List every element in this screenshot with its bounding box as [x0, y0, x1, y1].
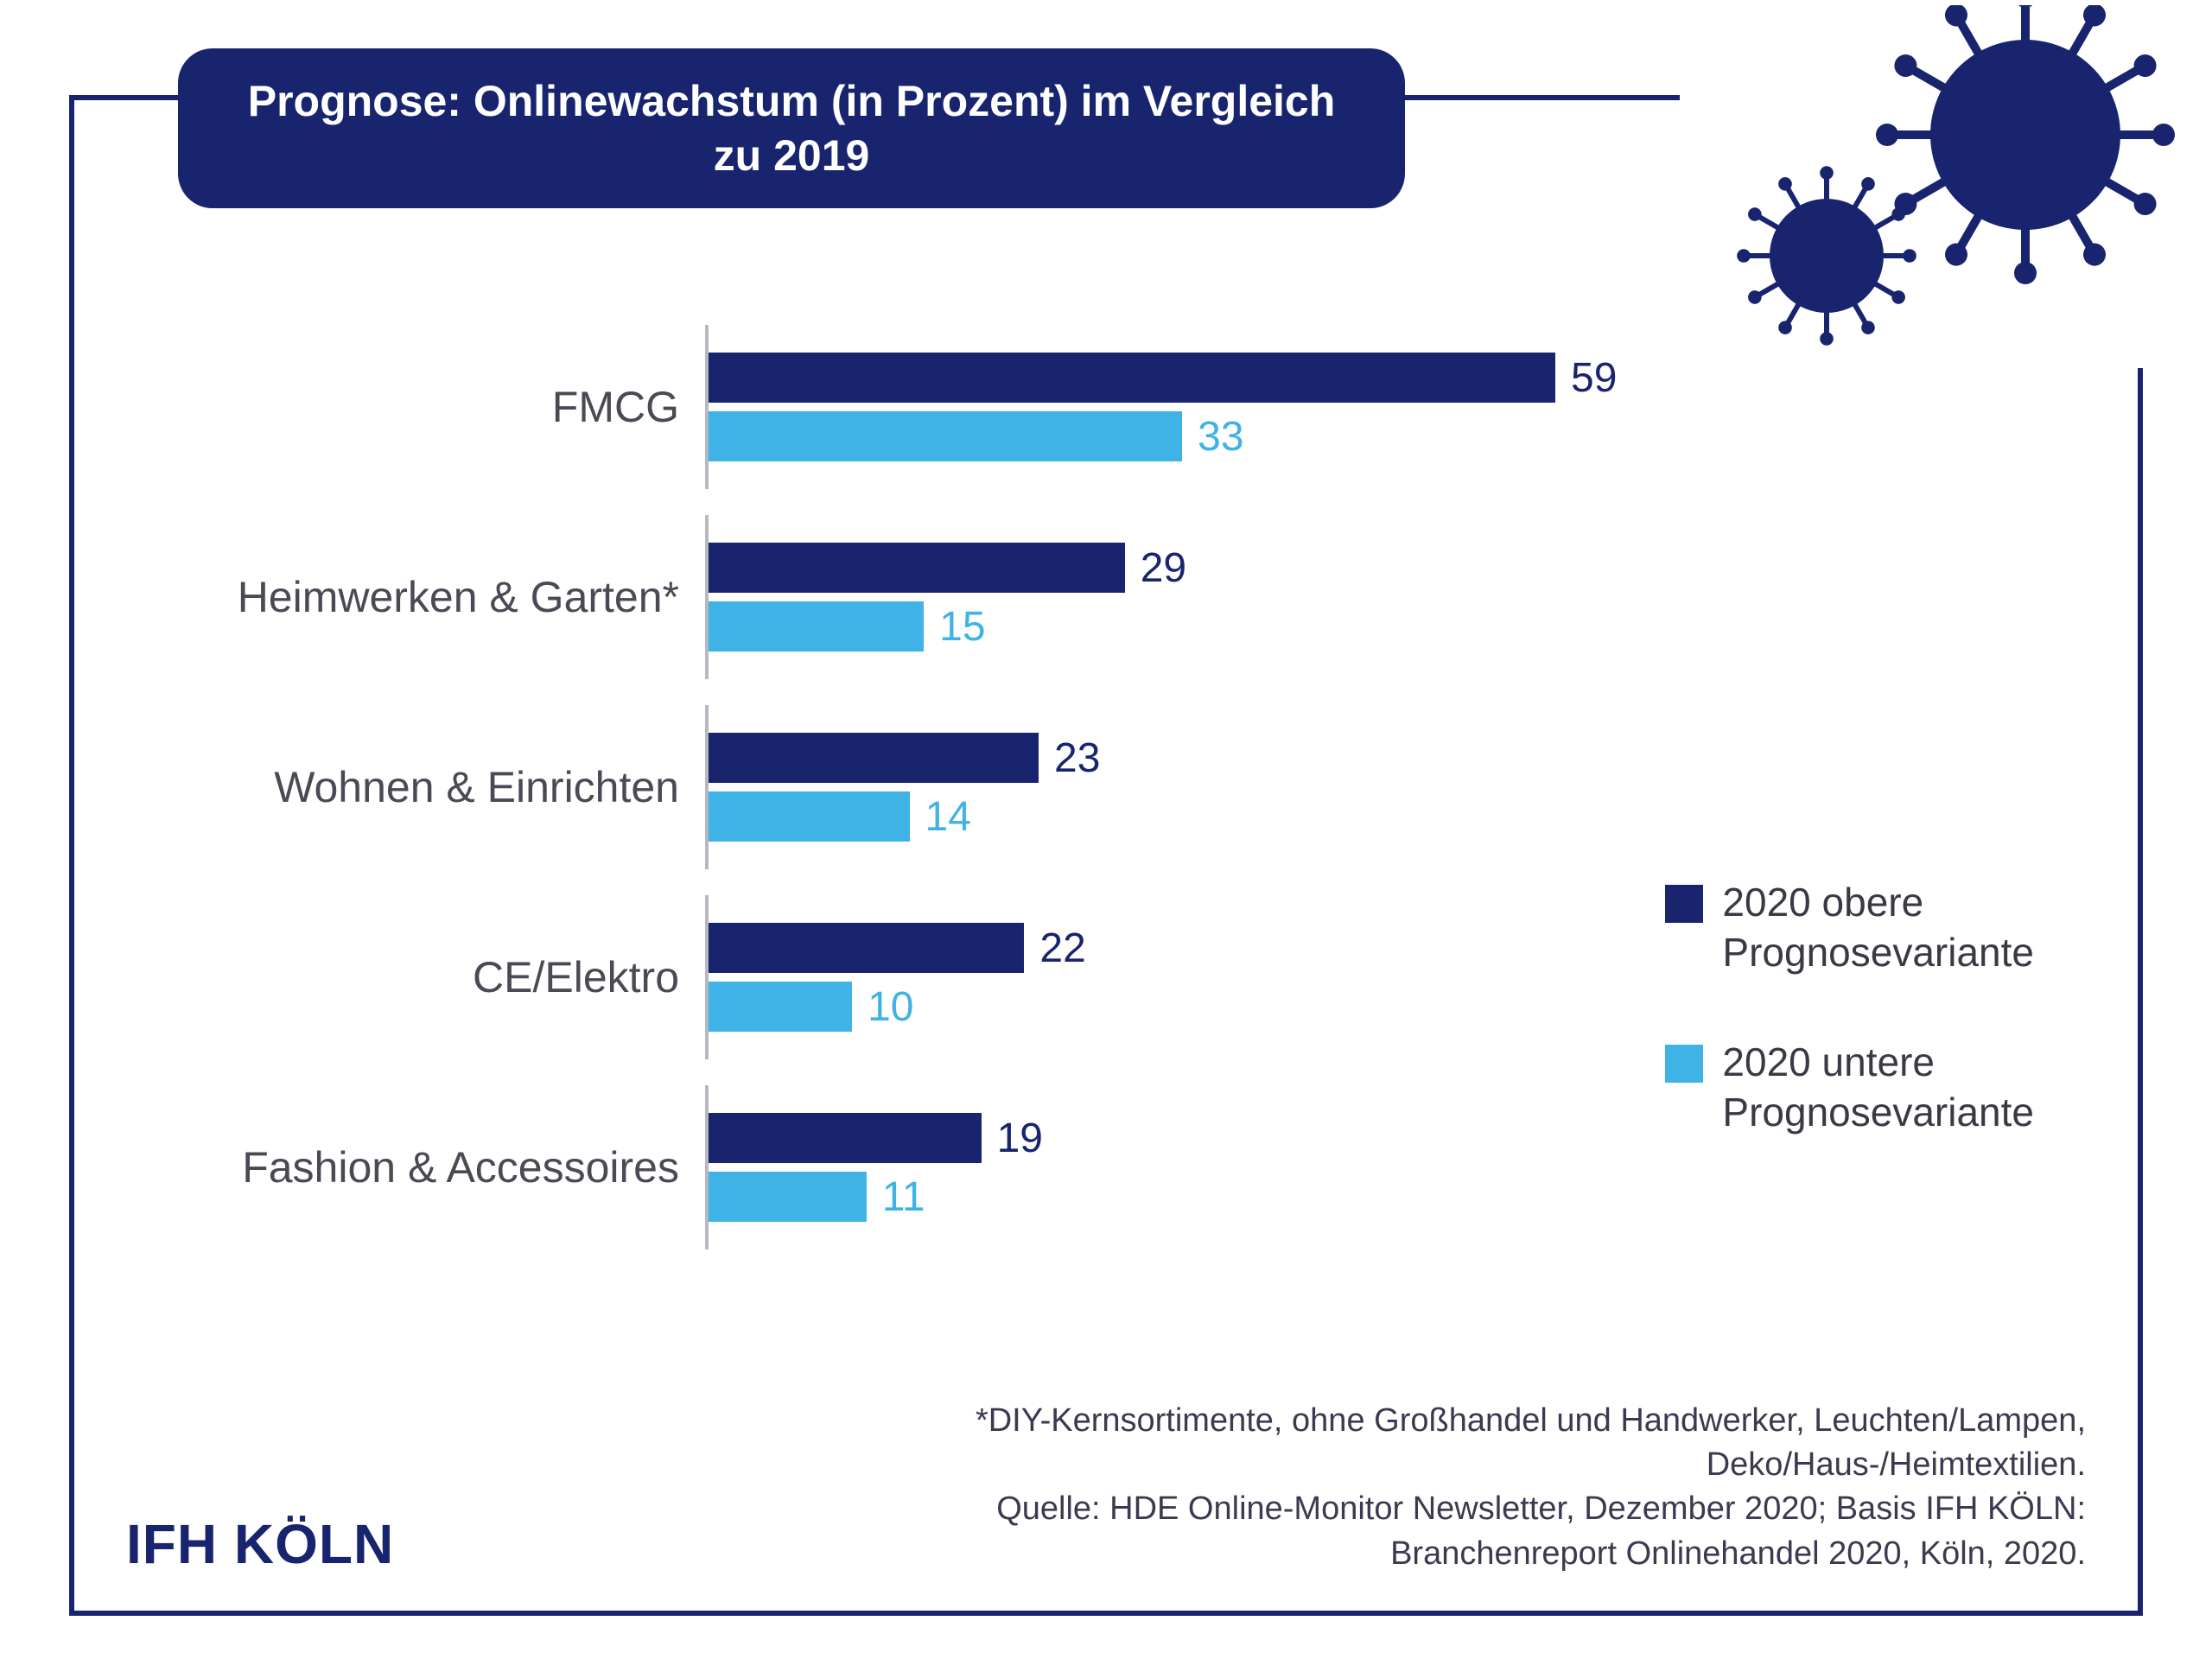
chart-title: Prognose: Onlinewachstum (in Prozent) im…	[178, 48, 1405, 208]
legend-item: 2020 oberePrognosevariante	[1665, 878, 2034, 977]
footnote: *DIY-Kernsortimente, ohne Großhandel und…	[524, 1399, 2086, 1576]
category-label: Heimwerken & Garten*	[152, 572, 705, 622]
bar-upper	[709, 543, 1125, 593]
bar-upper	[709, 733, 1039, 783]
bar-upper	[709, 1113, 982, 1163]
brand-logo: IFH KÖLN	[126, 1512, 394, 1576]
title-line-1: Prognose: Onlinewachstum (in Prozent) im…	[247, 74, 1336, 129]
footnote-line: Quelle: HDE Online-Monitor Newsletter, D…	[524, 1487, 2086, 1531]
bar-value: 19	[997, 1115, 1043, 1162]
bar-value: 14	[925, 793, 971, 841]
footnote-line: Deko/Haus-/Heimtextilien.	[524, 1443, 2086, 1487]
bar-upper	[709, 353, 1555, 403]
category-label: CE/Elektro	[152, 952, 705, 1002]
bar-upper	[709, 923, 1024, 973]
footnote-line: *DIY-Kernsortimente, ohne Großhandel und…	[524, 1399, 2086, 1443]
bar-value: 29	[1141, 544, 1186, 592]
footnote-line: Branchenreport Onlinehandel 2020, Köln, …	[524, 1532, 2086, 1576]
bar-lower	[709, 411, 1182, 461]
bar-lower	[709, 601, 924, 652]
bar-lower	[709, 982, 852, 1032]
bar-chart: FMCG 59 33 Heimwerken & Garten* 29 15 Wohnen &…	[152, 325, 2060, 1369]
virus-icon	[1680, 5, 2164, 368]
legend-label: 2020 unterePrognosevariante	[1722, 1038, 2034, 1137]
bar-group: 29 15	[705, 515, 2060, 679]
category-label: Fashion & Accessoires	[152, 1142, 705, 1192]
legend-swatch	[1665, 1045, 1703, 1083]
bar-lower	[709, 791, 910, 842]
bar-group: 23 14	[705, 705, 2060, 869]
category-label: Wohnen & Einrichten	[152, 762, 705, 812]
chart-row: Heimwerken & Garten* 29 15	[152, 515, 2060, 679]
bar-value: 59	[1571, 354, 1617, 402]
bar-value: 15	[939, 603, 985, 651]
legend-item: 2020 unterePrognosevariante	[1665, 1038, 2034, 1137]
legend-swatch	[1665, 885, 1703, 923]
bar-value: 11	[882, 1173, 925, 1221]
bar-value: 33	[1198, 413, 1243, 461]
title-line-2: zu 2019	[247, 129, 1336, 183]
category-label: FMCG	[152, 382, 705, 432]
bar-value: 23	[1054, 734, 1100, 782]
legend-label: 2020 oberePrognosevariante	[1722, 878, 2034, 977]
bar-value: 10	[868, 983, 913, 1031]
chart-frame: Prognose: Onlinewachstum (in Prozent) im…	[69, 95, 2143, 1616]
bar-value: 22	[1039, 925, 1085, 972]
bar-lower	[709, 1172, 867, 1222]
chart-row: Wohnen & Einrichten 23 14	[152, 705, 2060, 869]
legend: 2020 oberePrognosevariante 2020 unterePro…	[1665, 878, 2034, 1198]
